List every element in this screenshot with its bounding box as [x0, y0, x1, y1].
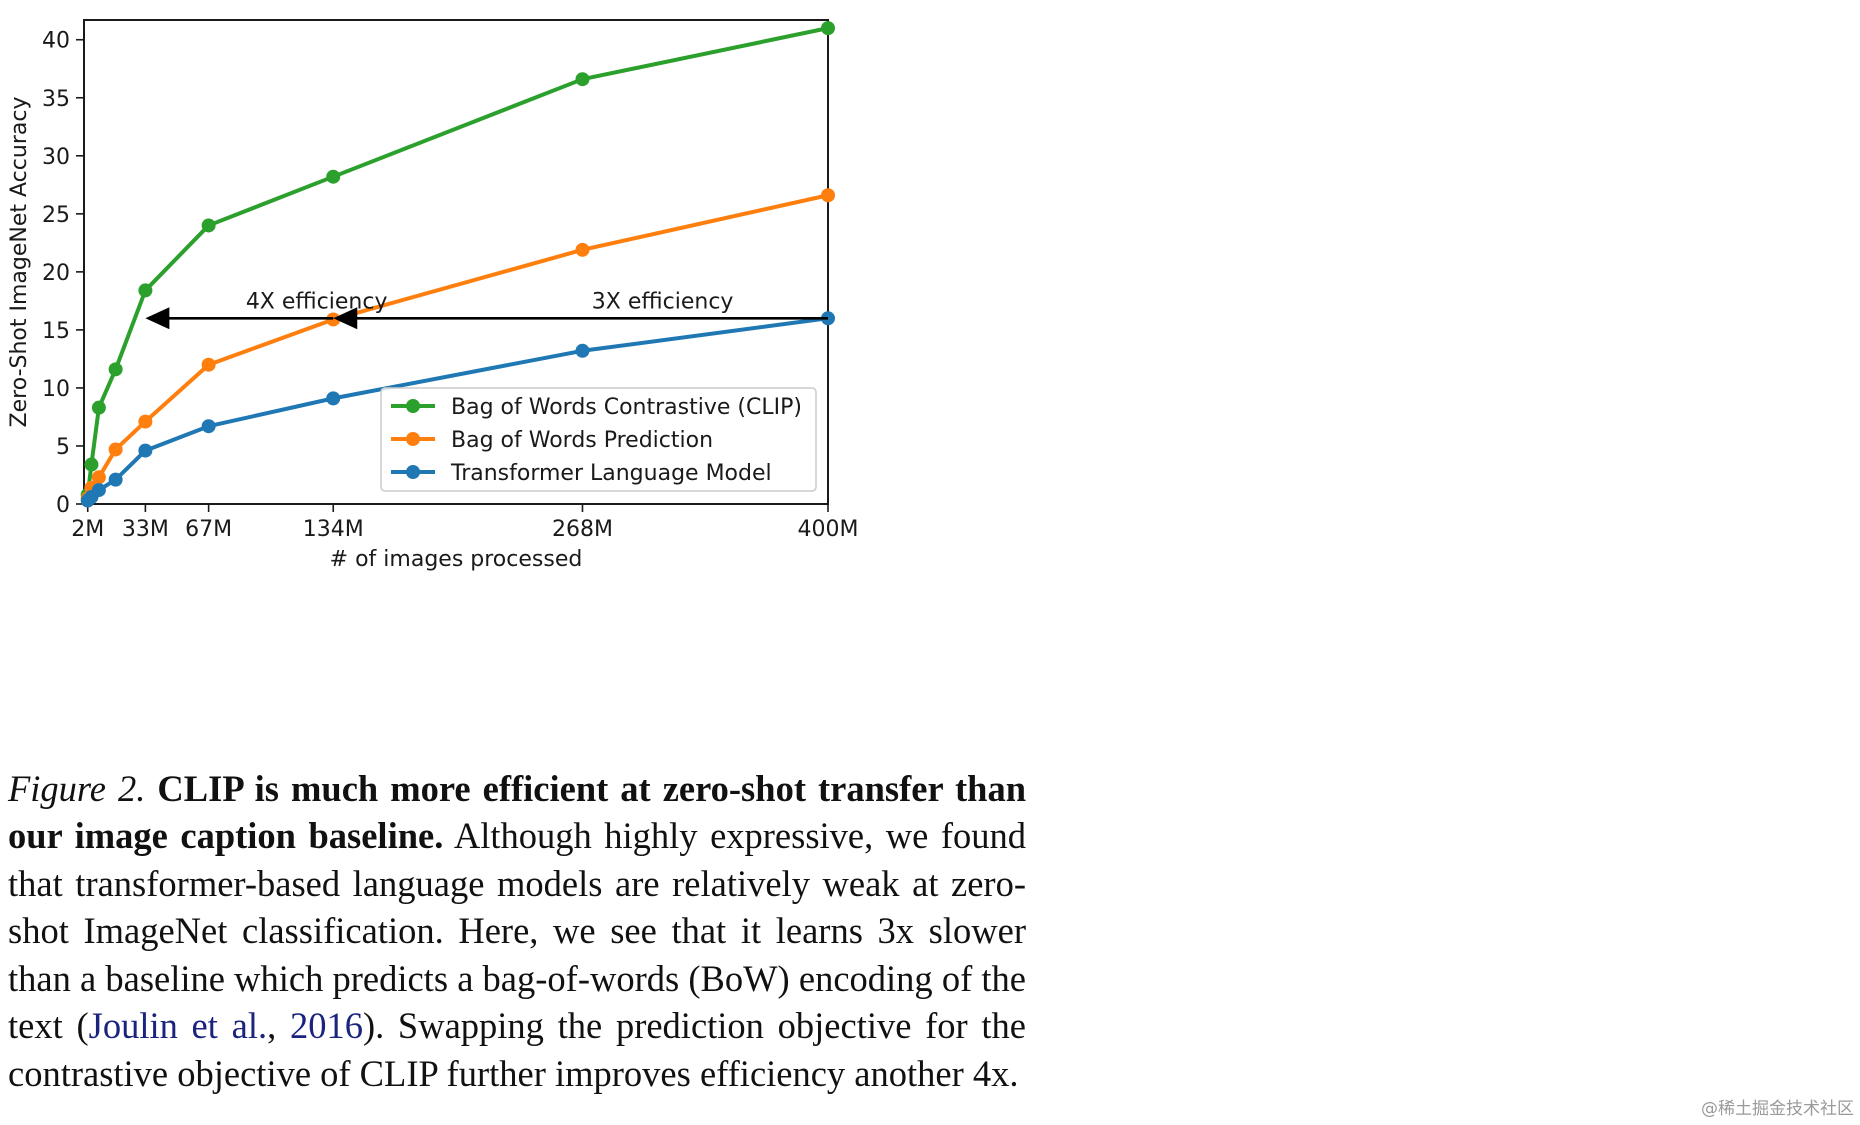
series-point-0	[84, 457, 99, 472]
series-point-0	[326, 169, 341, 184]
y-tick-label: 0	[56, 493, 70, 518]
legend-box	[380, 387, 817, 492]
y-tick-label: 25	[42, 203, 70, 228]
series-point-0	[201, 218, 216, 233]
series-point-2	[108, 472, 123, 487]
series-point-1	[201, 357, 216, 372]
legend-label-1: Bag of Words Prediction	[451, 428, 713, 453]
series-point-1	[108, 442, 123, 457]
series-point-2	[326, 391, 341, 406]
y-tick-label: 30	[42, 145, 70, 170]
x-tick-label: 400M	[798, 517, 859, 542]
x-tick-label: 2M	[71, 517, 104, 542]
caption-bold-lead: CLIP is much more efficient at zero-shot…	[8, 767, 1027, 857]
legend-marker-0	[406, 399, 420, 413]
legend-label-2: Transformer Language Model	[450, 461, 772, 486]
efficiency-annotation-1: 3X efficiency	[592, 290, 734, 315]
watermark: @稀土掘金技术社区	[1701, 1099, 1854, 1119]
efficiency-arrow-head-1	[333, 307, 358, 330]
efficiency-annotation-0: 4X efficiency	[246, 290, 388, 315]
series-point-0	[91, 400, 106, 415]
series-point-1	[575, 242, 590, 257]
caption-body-before: Although highly expressive, we found tha…	[8, 815, 1026, 1046]
series-point-2	[138, 443, 153, 458]
y-tick-label: 5	[56, 435, 70, 460]
y-tick-label: 35	[42, 87, 70, 112]
series-point-1	[821, 188, 835, 203]
series-point-2	[575, 343, 590, 358]
caption-citation-year[interactable]: 2016	[289, 1005, 363, 1046]
series-point-2	[201, 419, 216, 434]
series-point-0	[108, 362, 123, 377]
legend-label-0: Bag of Words Contrastive (CLIP)	[451, 395, 802, 420]
x-axis-label: # of images processed	[330, 547, 583, 572]
efficiency-arrow-head-0	[145, 307, 170, 330]
series-point-0	[575, 72, 590, 87]
y-axis-label: Zero-Shot ImageNet Accuracy	[7, 97, 32, 428]
caption-figure-label: Figure 2.	[8, 767, 146, 809]
series-point-1	[138, 414, 153, 429]
x-tick-label: 134M	[303, 517, 364, 542]
series-point-0	[138, 283, 153, 298]
series-point-1	[91, 470, 106, 485]
x-tick-label: 33M	[122, 517, 169, 542]
x-tick-label: 67M	[185, 517, 232, 542]
caption-citation-author[interactable]: Joulin et al.	[88, 1005, 268, 1046]
legend-marker-2	[406, 465, 420, 479]
plot-frame	[83, 19, 829, 505]
y-tick-label: 40	[42, 29, 70, 54]
y-tick-label: 10	[42, 377, 70, 402]
y-tick-label: 20	[42, 261, 70, 286]
series-point-2	[91, 483, 106, 498]
legend-marker-1	[406, 432, 420, 446]
y-tick-label: 15	[42, 319, 70, 344]
series-point-0	[821, 21, 835, 36]
efficiency-chart: 0 5 10 15 20 25 30 35 40 2M 33M 67M 134M 268M 400M # of…	[7, 19, 859, 572]
caption-body-after: ). Swapping the prediction objective for…	[8, 1005, 1027, 1094]
x-tick-label: 268M	[552, 517, 613, 542]
caption-citation-sep: ,	[267, 1005, 290, 1046]
figure-caption: Figure 2. CLIP is much more efficient at…	[8, 765, 1026, 1098]
